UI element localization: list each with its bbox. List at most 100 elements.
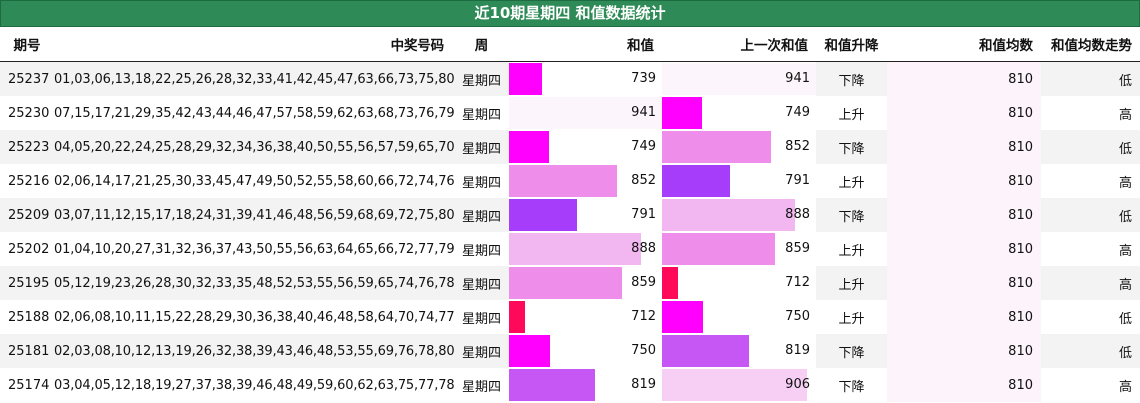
avg-trend-cell: 高 [1041,164,1140,198]
header-hezhi: 和值 [509,27,662,62]
prev-hezhi-cell-bar [662,335,749,367]
avg-cell: 810 [887,61,1041,96]
qihao-cell: 25209 [0,198,54,232]
avg-cell: 810 [887,334,1041,368]
prev-hezhi-cell: 852 [662,130,816,164]
trend-cell: 上升 [816,232,887,266]
avg-trend-cell: 低 [1041,130,1140,164]
hezhi-cell-bar [509,199,577,231]
zhou-cell: 星期四 [454,334,509,368]
qihao-cell: 25223 [0,130,54,164]
prev-hezhi-cell-bar [662,131,771,163]
trend-cell: 上升 [816,266,887,300]
prev-hezhi-cell-value: 712 [785,275,810,290]
avg-trend-cell: 高 [1041,368,1140,402]
hezhi-cell-value: 941 [631,105,656,120]
prev-hezhi-cell-value: 906 [785,377,810,392]
hezhi-cell-bar [509,301,525,333]
hezhi-cell-value: 859 [631,275,656,290]
hezhi-cell: 750 [509,334,662,368]
trend-cell: 上升 [816,164,887,198]
avg-cell: 810 [887,96,1041,130]
prev-hezhi-cell-value: 859 [785,241,810,256]
trend-cell: 下降 [816,198,887,232]
qihao-cell: 25181 [0,334,54,368]
prev-hezhi-cell: 791 [662,164,816,198]
hezhi-cell-value: 750 [631,343,656,358]
haoma-cell: 03,07,11,12,15,17,18,24,31,39,41,46,48,5… [54,198,454,232]
zhou-cell: 星期四 [454,266,509,300]
hezhi-cell-bar [509,267,622,299]
prev-hezhi-cell: 749 [662,96,816,130]
zhou-cell: 星期四 [454,368,509,402]
hezhi-cell-bar [509,369,596,401]
qihao-cell: 25202 [0,232,54,266]
prev-hezhi-cell: 819 [662,334,816,368]
prev-hezhi-cell-bar [662,233,776,265]
avg-cell: 810 [887,266,1041,300]
hezhi-cell: 712 [509,300,662,334]
prev-hezhi-cell-value: 941 [785,71,810,86]
header-zhou: 周 [454,27,509,62]
hezhi-cell: 791 [509,198,662,232]
prev-hezhi-cell-bar [662,301,703,333]
avg-cell: 810 [887,300,1041,334]
hezhi-cell: 888 [509,232,662,266]
avg-cell: 810 [887,232,1041,266]
zhou-cell: 星期四 [454,130,509,164]
hezhi-cell: 739 [509,61,662,96]
prev-hezhi-cell-value: 750 [785,309,810,324]
qihao-cell: 25195 [0,266,54,300]
qihao-cell: 25216 [0,164,54,198]
prev-hezhi-cell-value: 749 [785,105,810,120]
avg-trend-cell: 低 [1041,300,1140,334]
haoma-cell: 01,04,10,20,27,31,32,36,37,43,50,55,56,6… [54,232,454,266]
trend-cell: 下降 [816,334,887,368]
zhou-cell: 星期四 [454,300,509,334]
haoma-cell: 01,03,06,13,18,22,25,26,28,32,33,41,42,4… [54,61,454,96]
avg-cell: 810 [887,198,1041,232]
haoma-cell: 04,05,20,22,24,25,28,29,32,34,36,38,40,5… [54,130,454,164]
hezhi-cell-bar [509,165,618,197]
prev-hezhi-cell: 859 [662,232,816,266]
hezhi-cell-value: 791 [631,207,656,222]
prev-hezhi-cell: 750 [662,300,816,334]
prev-hezhi-cell-bar [662,199,795,231]
hezhi-cell: 941 [509,96,662,130]
table-row: 25216 02,06,14,17,21,25,30,33,45,47,49,50… [0,164,1140,198]
table-row: 25174 03,04,05,12,18,19,27,37,38,39,46,48… [0,368,1140,402]
table-body: 25237 01,03,06,13,18,22,25,26,28,32,33,41… [0,61,1140,402]
table-row: 25237 01,03,06,13,18,22,25,26,28,32,33,41… [0,61,1140,96]
avg-trend-cell: 低 [1041,334,1140,368]
hezhi-cell: 749 [509,130,662,164]
hezhi-cell-value: 852 [631,173,656,188]
header-avg: 和值均数 [887,27,1041,62]
hezhi-cell-bar [509,97,662,129]
trend-cell: 上升 [816,96,887,130]
zhou-cell: 星期四 [454,96,509,130]
avg-trend-cell: 低 [1041,61,1140,96]
avg-trend-cell: 高 [1041,266,1140,300]
prev-hezhi-cell-value: 852 [785,139,810,154]
avg-trend-cell: 高 [1041,232,1140,266]
avg-trend-cell: 高 [1041,96,1140,130]
qihao-cell: 25188 [0,300,54,334]
qihao-cell: 25174 [0,368,54,402]
prev-hezhi-cell-bar [662,267,678,299]
hezhi-cell-bar [509,131,550,163]
haoma-cell: 03,04,05,12,18,19,27,37,38,39,46,48,49,5… [54,368,454,402]
table-row: 25195 05,12,19,23,26,28,30,32,33,35,48,52… [0,266,1140,300]
prev-hezhi-cell: 888 [662,198,816,232]
header-avg-trend: 和值均数走势 [1041,27,1140,62]
avg-cell: 810 [887,130,1041,164]
haoma-cell: 02,03,08,10,12,13,19,26,32,38,39,43,46,4… [54,334,454,368]
table-row: 25181 02,03,08,10,12,13,19,26,32,38,39,43… [0,334,1140,368]
haoma-cell: 02,06,08,10,11,15,22,28,29,30,36,38,40,4… [54,300,454,334]
qihao-cell: 25230 [0,96,54,130]
avg-cell: 810 [887,164,1041,198]
hezhi-cell-value: 749 [631,139,656,154]
avg-cell: 810 [887,368,1041,402]
header-haoma: 中奖号码 [54,27,454,62]
avg-trend-cell: 低 [1041,198,1140,232]
